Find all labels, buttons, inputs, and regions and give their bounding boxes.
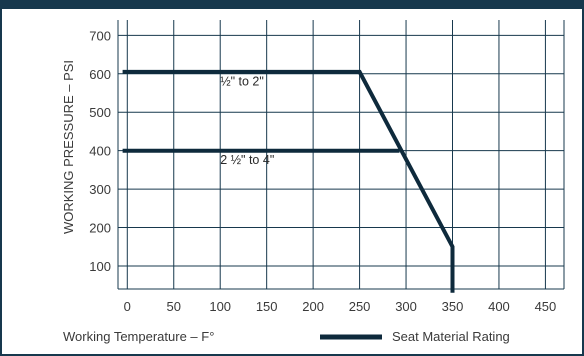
x-tick-label: 150 (256, 299, 278, 314)
x-axis-label: Working Temperature – F° (63, 329, 214, 344)
y-tick-label: 200 (89, 221, 111, 236)
y-tick-label: 100 (89, 259, 111, 274)
series-group: ½" to 2" 2 ½" to 4" (122, 69, 455, 293)
x-tick-label: 450 (535, 299, 557, 314)
x-tick-label: 400 (488, 299, 510, 314)
y-tick-label: 500 (89, 105, 111, 120)
y-tick-label: 300 (89, 182, 111, 197)
x-tick-label: 250 (349, 299, 371, 314)
series-annotation-2: 2 ½" to 4" (220, 153, 274, 167)
x-tick-label: 350 (442, 299, 464, 314)
header-bar (0, 0, 584, 9)
x-tick-label: 300 (395, 299, 417, 314)
y-tick-label: 700 (89, 28, 111, 43)
legend-label: Seat Material Rating (392, 329, 510, 344)
series-line-1 (122, 69, 455, 293)
y-tick-label: 600 (89, 67, 111, 82)
x-tick-label: 200 (302, 299, 324, 314)
y-tick-label: 400 (89, 144, 111, 159)
x-tick-label: 0 (124, 299, 131, 314)
y-axis-label: WORKING PRESSURE – PSI (61, 60, 76, 234)
axes: 0 50 100 150 200 250 300 350 400 450 100 200 300 400 5… (89, 28, 556, 314)
series-annotation-1: ½" to 2" (220, 74, 264, 88)
x-tick-label: 100 (209, 299, 231, 314)
x-tick-label: 50 (167, 299, 181, 314)
grid (117, 20, 565, 290)
